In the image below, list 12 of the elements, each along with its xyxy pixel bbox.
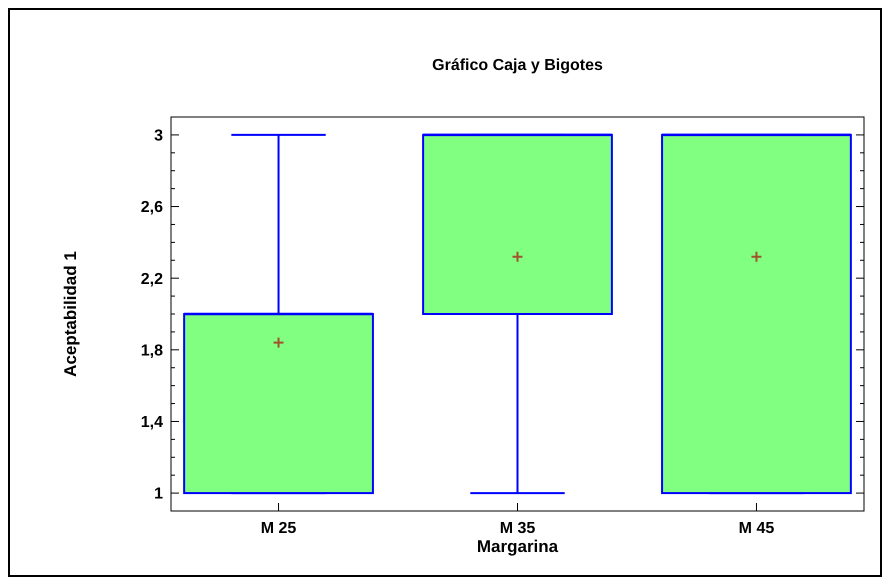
- y-tick-label: 2,2: [140, 270, 164, 288]
- x-tick-label: M 45: [738, 520, 774, 537]
- y-tick-label: 1,4: [140, 414, 164, 432]
- x-tick-label: M 35: [500, 520, 536, 537]
- y-axis-title: Aceptabilidad 1: [61, 251, 80, 377]
- y-tick-label: 1: [154, 486, 164, 503]
- y-tick-label: 1,8: [140, 342, 164, 360]
- x-tick-label: M 25: [260, 520, 296, 537]
- x-axis-title: Margarina: [476, 537, 559, 556]
- chart-title: Gráfico Caja y Bigotes: [432, 57, 603, 74]
- y-tick-label: 3: [154, 128, 164, 145]
- y-tick-label: 2,6: [140, 199, 164, 216]
